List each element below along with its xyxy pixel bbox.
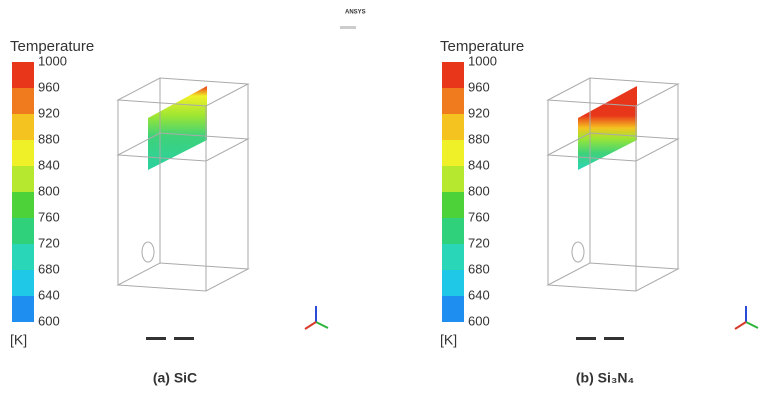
panel: ANSYSTemperature100096092088084080076072… [440, 10, 768, 386]
colorbar-label: 920 [468, 105, 490, 120]
colorbar-label: 1000 [468, 53, 497, 68]
colorbar-block [442, 166, 464, 192]
scale-bar [604, 337, 624, 340]
colorbar-label: 720 [468, 235, 490, 250]
colorbar-block [12, 192, 34, 218]
colorbar-block [12, 140, 34, 166]
colorbar-label: 760 [468, 209, 490, 224]
colorbar-block [12, 88, 34, 114]
axis-x [746, 322, 758, 328]
colorbar-block [442, 62, 464, 88]
colorbar-label: 760 [38, 209, 60, 224]
colorbar-label: 840 [468, 157, 490, 172]
colorbar-block [12, 244, 34, 270]
logo-sub [340, 26, 356, 29]
colorbar-block [442, 296, 464, 322]
axis-z [735, 322, 746, 329]
colorbar-block [442, 218, 464, 244]
colorbar-block [442, 270, 464, 296]
legend-title: Temperature [10, 38, 94, 55]
colorbar-block [442, 244, 464, 270]
colorbar-block [12, 296, 34, 322]
colorbar-block [442, 192, 464, 218]
colorbar-block [12, 218, 34, 244]
axis-x [316, 322, 328, 328]
colorbar-block [12, 166, 34, 192]
axis-z [305, 322, 316, 329]
colorbar-label: 600 [468, 313, 490, 328]
colorbar-label: 880 [38, 131, 60, 146]
colorbar-label: 960 [468, 79, 490, 94]
legend-unit: [K] [10, 332, 27, 348]
colorbar-label: 720 [38, 235, 60, 250]
colorbar-label: 680 [38, 261, 60, 276]
colorbar-block [442, 88, 464, 114]
outlet [142, 242, 154, 262]
caption: (a) SiC [153, 370, 197, 386]
logo: ANSYS [345, 10, 366, 16]
colorbar-block [12, 62, 34, 88]
scale-bar [146, 337, 166, 340]
colorbar-label: 600 [38, 313, 60, 328]
scale-bar [576, 337, 596, 340]
colorbar-block [442, 140, 464, 166]
colorbar-label: 960 [38, 79, 60, 94]
colorbar-label: 920 [38, 105, 60, 120]
scale-bar [174, 337, 194, 340]
colorbar-label: 800 [468, 183, 490, 198]
colorbar-label: 640 [38, 287, 60, 302]
box-bottom [548, 263, 678, 291]
colorbar-label: 880 [468, 131, 490, 146]
box-bottom [118, 263, 248, 291]
colorbar-label: 800 [38, 183, 60, 198]
colorbar-block [12, 270, 34, 296]
caption: (b) Si₃N₄ [576, 370, 634, 386]
colorbar-label: 640 [468, 287, 490, 302]
colorbar-block [442, 114, 464, 140]
colorbar-label: 1000 [38, 53, 67, 68]
legend-unit: [K] [440, 332, 457, 348]
colorbar-label: 840 [38, 157, 60, 172]
legend-title: Temperature [440, 38, 524, 55]
figure: ANSYSTemperature100096092088084080076072… [0, 0, 768, 399]
colorbar-block [12, 114, 34, 140]
colorbar-label: 680 [468, 261, 490, 276]
outlet [572, 242, 584, 262]
